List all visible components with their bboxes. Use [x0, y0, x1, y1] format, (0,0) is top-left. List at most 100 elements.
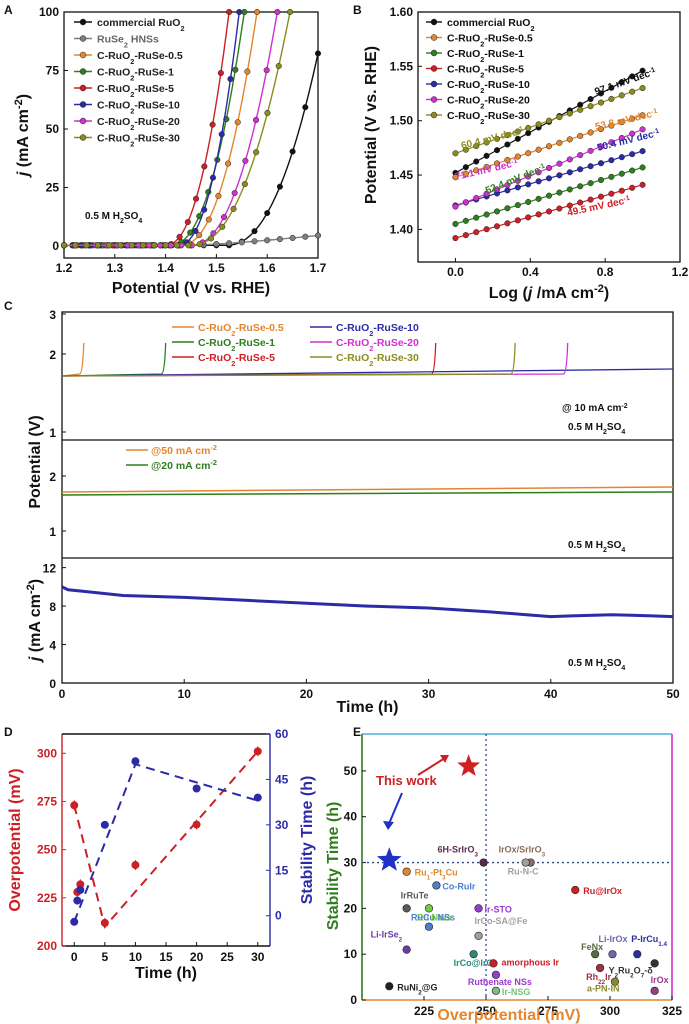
data-point [629, 73, 636, 80]
legend-entry: C-RuO2-RuSe-20 [447, 95, 530, 111]
data-point [201, 163, 208, 170]
data-point [117, 242, 124, 249]
data-point [504, 205, 511, 212]
text-span: (mA cm [27, 594, 44, 657]
text-span: -RuSe-1 [484, 48, 524, 60]
text-span: 1.4 [658, 941, 667, 948]
text-span: 3 [442, 874, 446, 881]
legend-marker [430, 111, 438, 119]
text-span: -δ [644, 965, 653, 975]
data-point [525, 173, 532, 180]
data-point [287, 8, 294, 16]
text-span: HNSs [128, 34, 159, 46]
y-tick-label: 10 [344, 947, 358, 961]
text-span: -1 [648, 66, 656, 75]
data-point [525, 198, 532, 206]
data-point [253, 793, 262, 802]
text-span: 2 [130, 139, 134, 148]
text-span: 50.4 mV dec [596, 129, 655, 154]
text-span: C-RuO [97, 116, 130, 128]
this-work-label: This work [376, 773, 437, 788]
data-point [231, 189, 238, 197]
data-point [587, 180, 594, 187]
text-span: Ru NWs [417, 912, 452, 922]
y-tick-label: 2 [49, 470, 56, 484]
text-span: 4 [621, 665, 625, 672]
legend-marker [79, 101, 87, 108]
data-point [452, 174, 459, 181]
panel-a-axes [63, 11, 319, 259]
text-span: -RuSe-20 [134, 116, 180, 128]
text-span: -1 [623, 194, 631, 202]
text-span: 7 [641, 972, 645, 979]
text-span: C-RuO [447, 33, 480, 45]
text-span: 3 [542, 851, 546, 858]
data-point [639, 164, 646, 171]
x-tick-label: 0 [59, 687, 66, 701]
series-line [61, 368, 674, 377]
data-point [251, 238, 258, 245]
text-span: -2 [210, 443, 217, 452]
annotation: 0.5 M H2SO4 [568, 422, 625, 436]
y-tick-label: 250 [37, 843, 57, 857]
text-span: 2 [480, 117, 484, 126]
x-tick-label: 325 [662, 1004, 682, 1018]
data-point [493, 135, 501, 142]
text-span: 4 [621, 429, 625, 436]
legend-marker [79, 84, 87, 92]
text-span: Li-IrOx [598, 934, 627, 944]
data-point [76, 885, 85, 894]
data-point [535, 169, 542, 176]
text-span: -2 [594, 283, 604, 295]
x-tick-label: 0 [71, 950, 78, 964]
text-span: 2 [130, 90, 134, 99]
text-span: Ruthenate NSs [468, 977, 532, 987]
text-span: C-RuO [97, 100, 130, 112]
data-point [493, 223, 501, 230]
text-span: 2 [480, 70, 484, 79]
text-span: ) [15, 94, 32, 99]
y-tick-label: 1 [49, 426, 56, 440]
data-point [193, 195, 200, 202]
data-point [545, 208, 553, 215]
data-point [618, 92, 625, 99]
data-point [452, 235, 459, 242]
data-point [587, 103, 594, 110]
text-span: 0.5 M H [85, 211, 120, 222]
data-point [100, 918, 109, 927]
point-label: IrOx/SrIrO3 [499, 845, 546, 859]
text-span: Rh [586, 972, 598, 982]
text-span: SO [607, 658, 622, 669]
text-span: @G [422, 982, 438, 992]
data-point [504, 182, 511, 189]
data-point [289, 148, 296, 155]
x-tick-label: 10 [129, 950, 143, 964]
text-span: -RuSe-0.5 [484, 33, 533, 45]
data-point [629, 115, 636, 122]
text-span: -RuSe-30 [373, 352, 419, 364]
data-point [462, 199, 469, 206]
data-point [595, 963, 605, 973]
y-tick-label: 100 [39, 5, 59, 19]
data-point [73, 896, 82, 905]
data-point [385, 982, 394, 991]
data-point [227, 75, 234, 83]
data-point [514, 184, 521, 191]
point-label: a-PN-IN [587, 984, 620, 994]
data-point [253, 8, 261, 16]
annotation: 0.5 M H2SO4 [568, 658, 625, 672]
data-point [473, 229, 480, 236]
data-point [514, 177, 521, 184]
data-point [452, 150, 459, 157]
data-point [192, 784, 201, 793]
data-point [618, 170, 625, 177]
data-point [618, 187, 625, 194]
legend-marker [79, 51, 87, 59]
y-tick-label: 25 [46, 181, 60, 195]
data-point [514, 153, 521, 160]
data-point [218, 131, 225, 138]
data-point [234, 119, 241, 126]
text-span: Ru@IrOx [583, 886, 622, 896]
data-point [514, 202, 521, 209]
data-point [629, 88, 636, 95]
